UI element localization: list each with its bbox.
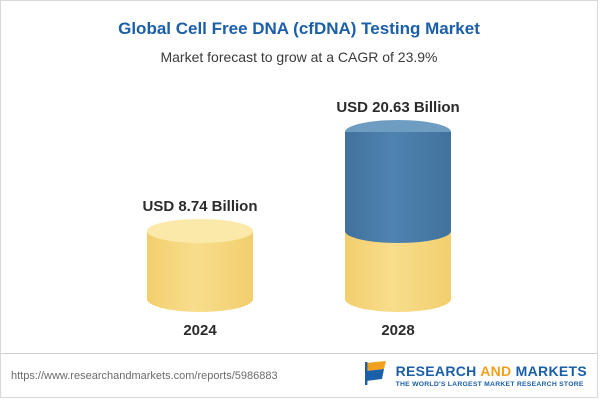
- logo-word-markets: MARKETS: [515, 362, 587, 379]
- footer: https://www.researchandmarkets.com/repor…: [1, 353, 597, 397]
- logo-word-research: RESEARCH: [395, 362, 477, 379]
- logo-tagline: THE WORLD'S LARGEST MARKET RESEARCH STOR…: [395, 380, 584, 388]
- bar-value-label-2024: USD 8.74 Billion: [142, 197, 258, 215]
- cylinder-segment-yellow-2024: [147, 218, 253, 312]
- research-and-markets-logo: RESEARCH AND MARKETS THE WORLD'S LARGEST…: [364, 360, 587, 391]
- page-title: Global Cell Free DNA (cfDNA) Testing Mar…: [118, 19, 480, 38]
- cylinder-segment-blue-2028: [345, 120, 451, 243]
- x-axis-label-2024: 2024: [183, 322, 217, 339]
- cylinder-bar-2024: [147, 218, 253, 312]
- footer-report-url: https://www.researchandmarkets.com/repor…: [11, 369, 278, 382]
- bar-group-2024: USD 8.74 Billion 2024: [125, 198, 275, 339]
- logo-flag-icon: [364, 360, 390, 391]
- cylinder-top-ellipse-2024: [147, 218, 253, 243]
- logo-word-and: AND: [480, 362, 512, 379]
- page-subtitle: Market forecast to grow at a CAGR of 23.…: [160, 49, 438, 65]
- cylinder-segment-yellow-2028: [345, 230, 451, 312]
- logo-wordmark: RESEARCH AND MARKETS: [395, 362, 587, 379]
- logo-text-block: RESEARCH AND MARKETS THE WORLD'S LARGEST…: [395, 362, 587, 388]
- bar-group-2028: USD 20.63 Billion 2028: [323, 99, 473, 339]
- bar-value-label-2028: USD 20.63 Billion: [336, 99, 460, 117]
- chart-header: Global Cell Free DNA (cfDNA) Testing Mar…: [1, 1, 597, 65]
- cylinder-bar-2028: [345, 120, 451, 312]
- x-axis-label-2028: 2028: [381, 322, 415, 339]
- chart-area: USD 8.74 Billion 2024 USD 20.63 Billion: [1, 99, 597, 339]
